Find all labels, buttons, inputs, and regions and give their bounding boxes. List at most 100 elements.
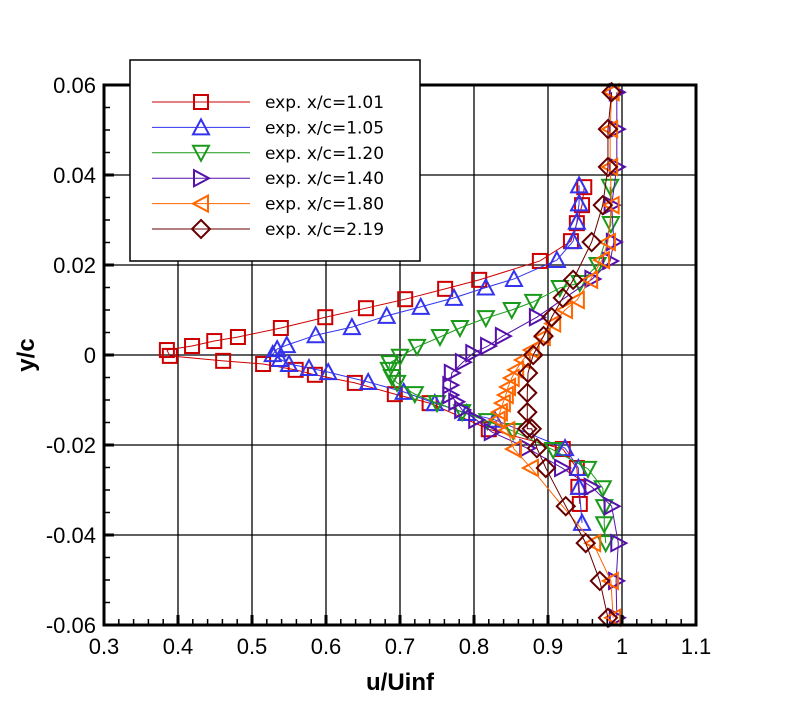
triangle-up-marker xyxy=(555,438,575,457)
triangle-up-marker xyxy=(569,193,589,212)
y-tick-label: 0.04 xyxy=(53,163,96,188)
y-tick-label: -0.04 xyxy=(46,523,96,548)
triangle-down-marker xyxy=(593,480,613,499)
triangle-down-marker xyxy=(594,516,614,535)
triangle-up-marker xyxy=(411,296,431,315)
diamond-marker xyxy=(597,607,619,629)
legend-label: exp. x/c=1.20 xyxy=(265,144,384,164)
triangle-right-marker xyxy=(480,336,499,356)
diamond-marker xyxy=(552,287,574,309)
triangle-left-marker xyxy=(601,195,620,215)
y-tick-label: -0.02 xyxy=(46,433,96,458)
triangle-right-marker xyxy=(483,422,502,442)
triangle-down-marker xyxy=(387,374,407,394)
triangle-up-marker xyxy=(279,353,299,372)
diamond-marker xyxy=(601,81,623,103)
triangle-left-marker xyxy=(497,420,516,440)
triangle-up-marker xyxy=(377,305,397,324)
triangle-down-marker xyxy=(550,279,570,299)
y-tick-label: 0.02 xyxy=(53,253,96,278)
x-tick-label: 0.5 xyxy=(237,634,268,659)
square-marker xyxy=(437,280,454,297)
triangle-left-marker xyxy=(583,533,602,553)
triangle-down-marker xyxy=(430,329,450,348)
triangle-down-marker xyxy=(427,395,447,414)
square-marker xyxy=(161,347,178,364)
triangle-left-marker xyxy=(580,270,599,290)
x-tick-label: 0.7 xyxy=(385,634,416,659)
triangle-right-marker xyxy=(583,477,602,497)
triangle-up-marker xyxy=(476,277,496,296)
triangle-right-marker xyxy=(603,496,622,516)
triangle-up-marker xyxy=(569,476,589,495)
triangle-up-marker xyxy=(277,334,297,354)
square-marker xyxy=(576,179,593,196)
triangle-down-marker xyxy=(382,369,402,388)
square-marker xyxy=(158,342,175,359)
triangle-right-marker xyxy=(442,385,461,405)
diamond-marker xyxy=(541,306,563,328)
diamond-marker xyxy=(555,495,577,517)
diamond-marker xyxy=(190,218,212,240)
diamond-marker xyxy=(592,194,614,216)
diamond-marker xyxy=(517,362,539,384)
diamond-marker xyxy=(581,231,603,253)
triangle-right-marker xyxy=(448,392,467,412)
square-marker xyxy=(568,215,585,232)
x-tick-label: 0.9 xyxy=(533,634,564,659)
triangle-right-marker xyxy=(494,326,513,346)
diamond-marker xyxy=(522,344,544,366)
triangle-right-marker xyxy=(528,307,548,327)
square-marker xyxy=(574,197,591,214)
diamond-marker xyxy=(533,325,554,347)
square-marker xyxy=(206,333,223,350)
triangle-down-marker xyxy=(476,310,496,329)
triangle-down-marker xyxy=(405,386,425,405)
square-marker xyxy=(255,356,272,372)
triangle-up-marker xyxy=(270,348,290,368)
triangle-left-marker xyxy=(597,232,616,252)
triangle-down-marker xyxy=(407,338,427,358)
triangle-up-marker xyxy=(547,249,567,269)
legend-entry: exp. x/c=1.80 xyxy=(152,193,384,215)
triangle-left-marker xyxy=(489,402,508,422)
triangle-up-marker xyxy=(342,316,362,336)
diamond-marker xyxy=(575,532,597,554)
x-tick-label: 1.1 xyxy=(681,634,712,659)
triangle-left-marker xyxy=(503,439,522,459)
y-tick-label: 0.06 xyxy=(53,73,96,98)
legend-label: exp. x/c=2.19 xyxy=(265,220,384,240)
diamond-marker xyxy=(521,418,543,440)
triangle-up-marker xyxy=(318,361,338,381)
x-tick-label: 0.6 xyxy=(311,634,342,659)
triangle-down-marker xyxy=(503,423,523,442)
triangle-up-marker xyxy=(567,211,587,230)
triangle-right-marker xyxy=(454,400,473,420)
square-marker xyxy=(184,338,201,354)
legend-box xyxy=(129,59,421,262)
triangle-left-marker xyxy=(566,290,585,310)
x-axis-label: u/Uinf xyxy=(366,669,435,696)
legend-entry: exp. x/c=1.01 xyxy=(152,93,384,113)
triangle-left-marker xyxy=(495,385,514,405)
triangle-down-marker xyxy=(543,441,563,461)
series-line xyxy=(526,92,613,618)
triangle-right-marker xyxy=(608,608,627,628)
triangle-up-marker xyxy=(191,117,211,136)
diamond-marker xyxy=(597,156,619,178)
square-marker xyxy=(193,94,209,110)
x-tick-label: 0.3 xyxy=(89,634,120,659)
triangle-up-marker xyxy=(263,343,283,363)
series-line xyxy=(449,92,619,618)
triangle-down-marker xyxy=(570,275,590,294)
triangle-right-marker xyxy=(465,343,484,363)
triangle-down-marker xyxy=(578,460,598,479)
diamond-marker xyxy=(535,457,557,479)
diamond-marker xyxy=(589,570,611,592)
square-marker xyxy=(229,329,246,345)
diamond-marker xyxy=(526,437,548,459)
square-marker xyxy=(357,300,374,317)
triangle-right-marker xyxy=(610,533,629,553)
square-marker xyxy=(215,352,232,369)
triangle-up-marker xyxy=(425,393,445,412)
